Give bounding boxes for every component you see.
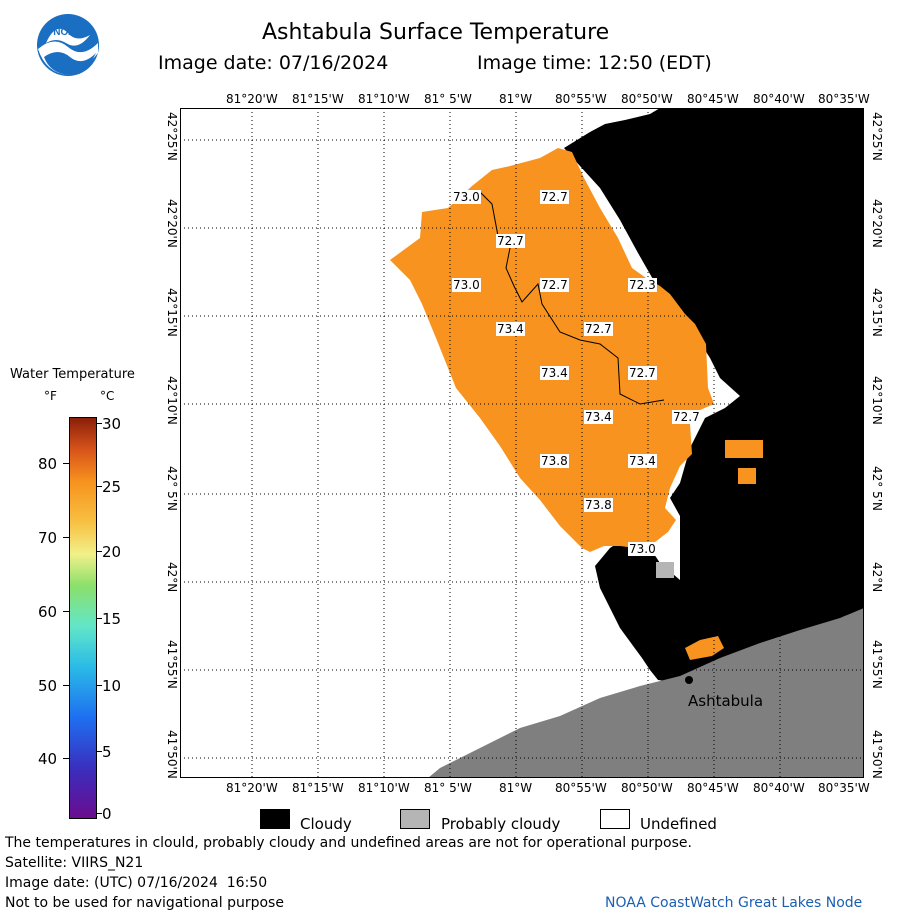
f-tick-label: 70 [38, 529, 58, 547]
city-label: Ashtabula [688, 692, 764, 710]
c-tick-label: 5 [102, 743, 112, 761]
lat-label: 42°10'N [870, 376, 884, 425]
water-patch [725, 440, 763, 458]
legend-label-undefined: Undefined [640, 815, 717, 833]
lon-label: 81°15'W [292, 781, 344, 795]
colorbar [69, 417, 97, 819]
lon-label: 81° 5'W [424, 781, 472, 795]
lon-label: 81°20'W [226, 781, 278, 795]
f-tick-label: 80 [38, 455, 58, 473]
legend-swatch-cloudy [260, 809, 290, 829]
legend-label-cloudy: Cloudy [300, 815, 352, 833]
temp-label: 72.7 [540, 278, 569, 292]
lon-label: 81°10'W [358, 781, 410, 795]
c-tick-label: 25 [102, 478, 122, 496]
lon-label: 80°50'W [621, 92, 673, 106]
legend-swatch-undefined [600, 809, 630, 829]
lat-label: 42°15'N [165, 288, 179, 337]
satellite-text: Satellite: VIIRS_N21 [5, 855, 144, 871]
lon-label: 80°40'W [753, 92, 805, 106]
legend-swatch-probably-cloudy [400, 809, 430, 829]
lon-label: 81°20'W [226, 92, 278, 106]
lat-label: 42°10'N [165, 376, 179, 425]
page-title: Ashtabula Surface Temperature [262, 20, 610, 45]
lon-label: 80°40'W [753, 781, 805, 795]
utc-date-text: Image date: (UTC) 07/16/2024 16:50 [5, 875, 268, 891]
temp-label: 73.8 [540, 454, 569, 468]
temp-label: 72.7 [496, 234, 525, 248]
c-tick-label: 10 [102, 677, 122, 695]
lon-label: 80°55'W [555, 781, 607, 795]
lat-label: 42°15'N [870, 288, 884, 337]
land-area [428, 608, 864, 778]
temp-label: 72.7 [584, 322, 613, 336]
temp-label: 72.7 [628, 366, 657, 380]
f-tick-label: 60 [38, 603, 58, 621]
temp-label: 72.7 [672, 410, 701, 424]
noaa-logo-text: NOAA [53, 27, 82, 38]
temp-label: 73.4 [540, 366, 569, 380]
lon-label: 80°35'W [818, 781, 870, 795]
colorbar-title: Water Temperature [10, 367, 135, 382]
water-patch [738, 468, 756, 484]
c-tick-label: 20 [102, 543, 122, 561]
f-tick-label: 50 [38, 677, 58, 695]
lon-label: 80°45'W [687, 781, 739, 795]
legend-label-probably-cloudy: Probably cloudy [441, 815, 561, 833]
lon-label: 80°45'W [687, 92, 739, 106]
c-tick-label: 0 [102, 805, 112, 823]
lon-label: 80°50'W [621, 781, 673, 795]
lon-label: 81°W [499, 781, 533, 795]
temp-label: 73.4 [584, 410, 613, 424]
lat-label: 41°50'N [165, 730, 179, 779]
lon-label: 81°10'W [358, 92, 410, 106]
lat-label: 42°20'N [165, 199, 179, 248]
f-tick-label: 40 [38, 750, 58, 768]
unit-celsius: °C [100, 389, 115, 403]
image-time: Image time: 12:50 (EDT) [477, 52, 712, 74]
disclaimer-text: The temperatures in clould, probably clo… [5, 835, 692, 851]
noaa-logo: NOAA [36, 13, 100, 77]
water-area [390, 148, 714, 552]
lon-label: 81°15'W [292, 92, 344, 106]
temp-label: 73.0 [452, 278, 481, 292]
lat-label: 42°25'N [870, 112, 884, 161]
lon-label: 81° 5'W [424, 92, 472, 106]
lat-label: 42°N [165, 562, 179, 593]
navigation-warning: Not to be used for navigational purpose [5, 895, 284, 911]
temp-label: 72.7 [540, 190, 569, 204]
lat-label: 42° 5'N [165, 466, 179, 511]
c-tick-label: 15 [102, 610, 122, 628]
temp-label: 73.4 [496, 322, 525, 336]
unit-fahrenheit: °F [44, 389, 57, 403]
lat-label: 42°N [870, 562, 884, 593]
map-panel: 73.0 72.7 72.7 73.0 72.7 72.3 73.4 72.7 … [180, 108, 864, 778]
c-tick-label: 30 [102, 415, 122, 433]
lat-label: 42°25'N [165, 112, 179, 161]
lon-label: 80°55'W [555, 92, 607, 106]
water-patch [685, 636, 724, 660]
temp-label: 73.8 [584, 498, 613, 512]
lat-label: 42°20'N [870, 199, 884, 248]
probably-cloudy-patch [656, 562, 674, 578]
temp-label: 73.0 [452, 190, 481, 204]
lat-label: 41°55'N [165, 640, 179, 689]
credit-text: NOAA CoastWatch Great Lakes Node [605, 895, 863, 911]
image-date: Image date: 07/16/2024 [158, 52, 389, 74]
temp-label: 73.4 [628, 454, 657, 468]
temp-label: 72.3 [628, 278, 657, 292]
lat-label: 42° 5'N [870, 466, 884, 511]
lat-label: 41°55'N [870, 640, 884, 689]
temp-label: 73.0 [628, 542, 657, 556]
lon-label: 81°W [499, 92, 533, 106]
city-marker [685, 676, 693, 684]
cloud-area [564, 108, 864, 683]
lon-label: 80°35'W [818, 92, 870, 106]
lat-label: 41°50'N [870, 730, 884, 779]
